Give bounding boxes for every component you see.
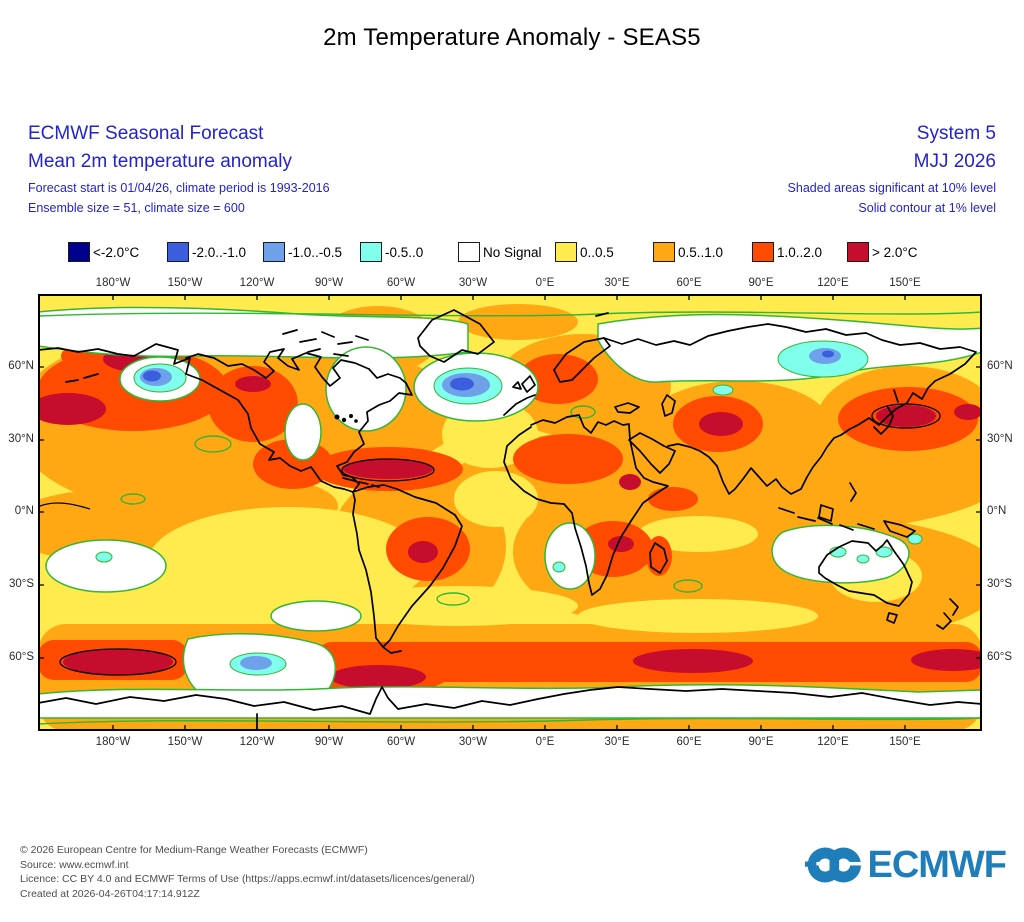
- legend-color-swatch: [752, 242, 774, 262]
- map-frame: [38, 294, 982, 731]
- anomaly-blue-cores: [143, 350, 834, 391]
- great-lakes: [334, 414, 358, 423]
- map-border: [38, 294, 982, 731]
- footer-line: Created at 2026-04-26T04:17:14.912Z: [20, 887, 200, 900]
- legend-color-swatch: [555, 242, 577, 262]
- footer-line: Licence: CC BY 4.0 and ECMWF Terms of Us…: [20, 873, 475, 885]
- longitude-label-bottom: 180°W: [95, 736, 131, 748]
- longitude-label-bottom: 150°W: [167, 736, 203, 748]
- header-forecast-start: Forecast start is 01/04/26, climate peri…: [28, 181, 330, 195]
- ecmwf-logo-text: ECMWF: [867, 843, 1007, 886]
- latitude-label-right: 30°S: [987, 578, 1013, 590]
- legend-item: No Signal: [458, 242, 542, 262]
- ecmwf-logo: ECMWF: [805, 841, 1007, 889]
- legend-item: -2.0..-1.0: [167, 242, 246, 262]
- legend-color-swatch: [68, 242, 90, 262]
- ecmwf-logo-icon: [805, 847, 862, 883]
- legend-label: -1.0..-0.5: [288, 244, 343, 260]
- header-left: ECMWF Seasonal Forecast Mean 2m temperat…: [28, 120, 330, 218]
- latitude-label-left: 0°N: [14, 505, 34, 517]
- header-system: System 5: [916, 123, 996, 144]
- header-variable-name: Mean 2m temperature anomaly: [28, 151, 293, 172]
- legend-item: 0..0.5: [555, 242, 614, 262]
- footer-line: © 2026 European Centre for Medium-Range …: [20, 844, 368, 856]
- header-right: System 5 MJJ 2026 Shaded areas significa…: [788, 120, 996, 218]
- latitude-label-left: 60°S: [8, 651, 34, 663]
- longitude-label-top: 60°W: [386, 277, 416, 289]
- legend-label: -0.5..0: [385, 244, 424, 260]
- header-season: MJJ 2026: [913, 151, 996, 172]
- legend-item: 1.0..2.0: [752, 242, 822, 262]
- legend-color-swatch: [263, 242, 285, 262]
- axis-ticks: [38, 294, 982, 731]
- longitude-label-top: 60°E: [676, 277, 702, 289]
- longitude-label-bottom: 120°E: [817, 736, 849, 748]
- latitude-label-right: 60°S: [987, 651, 1013, 663]
- longitude-label-top: 120°E: [817, 277, 849, 289]
- longitude-label-top: 0°E: [535, 277, 555, 289]
- longitude-label-top: 30°W: [458, 277, 488, 289]
- legend-item: -1.0..-0.5: [263, 242, 342, 262]
- coastlines: [38, 309, 982, 731]
- latitude-label-left: 60°N: [8, 360, 34, 372]
- legend-label: 0..0.5: [580, 244, 614, 260]
- legend-item: -0.5..0: [360, 242, 423, 262]
- legend-item: > 2.0°C: [847, 242, 918, 262]
- legend-color-swatch: [653, 242, 675, 262]
- latitude-label-right: 0°N: [987, 505, 1007, 517]
- longitude-label-bottom: 60°W: [386, 736, 416, 748]
- longitude-label-bottom: 90°E: [748, 736, 774, 748]
- longitude-label-bottom: 120°W: [239, 736, 275, 748]
- longitude-label-bottom: 0°E: [535, 736, 555, 748]
- anomaly-dark-red-cores: [38, 346, 982, 689]
- footer-line: Source: www.ecmwf.int: [20, 858, 129, 871]
- legend-label: > 2.0°C: [872, 244, 918, 260]
- latitude-label-right: 30°N: [987, 433, 1013, 445]
- longitude-label-bottom: 150°E: [889, 736, 921, 748]
- longitude-label-top: 120°W: [239, 277, 275, 289]
- longitude-label-top: 30°E: [604, 277, 630, 289]
- longitude-label-bottom: 30°W: [458, 736, 488, 748]
- color-scale-legend: <-2.0°C -2.0..-1.0 -1.0..-0.5 -0.5..0 No Sig…: [0, 242, 1024, 268]
- legend-item: 0.5..1.0: [653, 242, 723, 262]
- latitude-label-left: 30°N: [8, 433, 34, 445]
- longitude-label-bottom: 90°W: [314, 736, 344, 748]
- longitude-label-bottom: 30°E: [604, 736, 630, 748]
- legend-color-swatch: [360, 242, 382, 262]
- longitude-label-top: 180°W: [95, 277, 131, 289]
- longitude-label-top: 90°E: [748, 277, 774, 289]
- latitude-label-left: 30°S: [8, 578, 34, 590]
- zero-contour-lines: [38, 311, 982, 725]
- header-significance: Shaded areas significant at 10% level: [787, 181, 996, 195]
- longitude-label-top: 150°E: [889, 277, 921, 289]
- legend-label: 0.5..1.0: [678, 244, 724, 260]
- header-contour-note: Solid contour at 1% level: [858, 200, 996, 215]
- temperature-anomaly-world-map: [38, 294, 982, 731]
- legend-label: -2.0..-1.0: [192, 244, 247, 260]
- legend-label: <-2.0°C: [93, 244, 140, 260]
- legend-item: <-2.0°C: [68, 242, 139, 262]
- longitude-label-top: 150°W: [167, 277, 203, 289]
- footer-attribution: © 2026 European Centre for Medium-Range …: [20, 843, 475, 901]
- latitude-label-right: 60°N: [987, 360, 1013, 372]
- anomaly-cyan-patches: [95, 340, 923, 676]
- page-title: 2m Temperature Anomaly - SEAS5: [323, 24, 701, 51]
- legend-color-swatch: [458, 242, 480, 262]
- header-ensemble-size: Ensemble size = 51, climate size = 600: [28, 200, 245, 215]
- legend-color-swatch: [167, 242, 189, 262]
- no-signal-white-regions: [38, 306, 982, 719]
- longitude-label-top: 90°W: [314, 277, 344, 289]
- legend-color-swatch: [847, 242, 869, 262]
- header-product-name: ECMWF Seasonal Forecast: [28, 123, 264, 144]
- legend-label: 1.0..2.0: [777, 244, 823, 260]
- legend-label: No Signal: [483, 244, 542, 260]
- longitude-label-bottom: 60°E: [676, 736, 702, 748]
